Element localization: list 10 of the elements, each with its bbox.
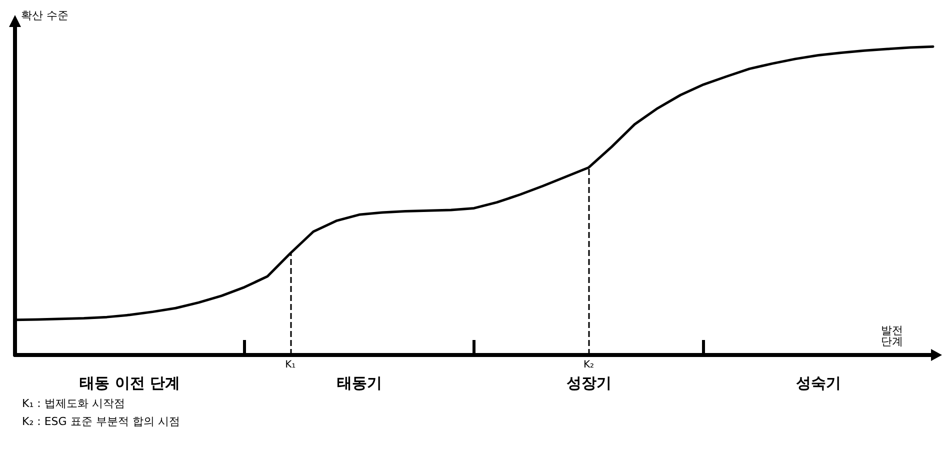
text: K₁ : 법제도화 시작점 <box>22 397 125 410</box>
x-axis-title: 발전 단계 <box>881 324 903 348</box>
y-axis-title: 확산 수준 <box>21 9 68 22</box>
x-tick-label: K₂ <box>583 360 594 370</box>
text: 성장기 <box>566 374 612 392</box>
text: 태동 이전 단계 <box>80 374 180 392</box>
x-tick-label: K₁ <box>285 360 296 370</box>
text: K₂ : ESG 표준 부분적 합의 시점 <box>22 415 180 428</box>
text: 태동기 <box>336 374 382 392</box>
text: 성숙기 <box>796 374 841 392</box>
